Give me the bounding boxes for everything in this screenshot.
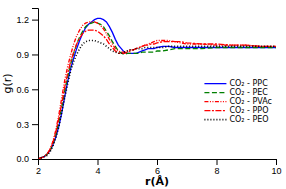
legend-label: CO₂ - PPO (229, 106, 268, 115)
y-tick-mark (32, 124, 38, 125)
legend-item: CO₂ - PVAc (204, 97, 272, 106)
legend-label: CO₂ - PVAc (229, 97, 272, 106)
y-tick-mark (32, 20, 38, 21)
y-tick-label: 0.0 (16, 154, 29, 164)
y-tick: 0.3 (16, 120, 38, 130)
y-axis: 0.0 0.3 0.6 0.9 1.2 (16, 9, 38, 165)
series-line (38, 22, 276, 159)
legend-item: CO₂ - PEO (204, 115, 268, 124)
lines (38, 18, 276, 159)
x-tick: 4 (95, 159, 100, 176)
x-axis-line (39, 160, 277, 166)
y-tick: 1.2 (16, 15, 38, 25)
x-tick-label: 4 (95, 166, 100, 176)
series-line (38, 22, 276, 159)
legend-swatch (204, 83, 226, 84)
legend-swatch (204, 110, 226, 111)
legend-label: CO₂ - PEC (229, 88, 268, 97)
series-line (38, 41, 276, 159)
x-tick: 2 (36, 159, 41, 176)
x-axis: 2 4 6 8 10 (36, 159, 282, 176)
x-tick: 8 (214, 159, 219, 176)
series-line (38, 30, 276, 159)
y-tick-mark (32, 54, 38, 55)
x-tick-mark (157, 159, 158, 165)
x-tick: 6 (155, 159, 160, 176)
x-tick-mark (98, 159, 99, 165)
x-axis-title: r(Å) (145, 175, 169, 188)
x-tick-label: 10 (271, 166, 281, 176)
y-tick-mark (32, 159, 38, 160)
x-tick-label: 2 (36, 166, 41, 176)
y-axis-line (32, 9, 39, 160)
x-tick-mark (217, 159, 218, 165)
x-tick-label: 8 (214, 166, 219, 176)
y-tick-label: 0.3 (16, 120, 29, 130)
legend: CO₂ - PPCCO₂ - PECCO₂ - PVAcCO₂ - PPOCO₂… (204, 79, 272, 124)
legend-label: CO₂ - PEO (229, 115, 268, 124)
chart: 2468100.00.30.60.91.2CO₂ - PPCCO₂ - PECC… (0, 0, 286, 189)
y-tick: 0.6 (16, 85, 38, 95)
legend-item: CO₂ - PPO (204, 106, 268, 115)
legend-swatch (204, 101, 226, 102)
legend-item: CO₂ - PEC (204, 88, 268, 97)
y-tick: 0.0 (16, 154, 38, 164)
y-tick-label: 0.6 (16, 85, 29, 95)
legend-swatch (204, 119, 226, 121)
y-tick: 0.9 (16, 50, 38, 60)
x-tick-mark (276, 159, 277, 165)
plot: 2468100.00.30.60.91.2CO₂ - PPCCO₂ - PECC… (16, 9, 281, 177)
y-axis-title: g(r) (1, 73, 14, 93)
series-line (38, 18, 276, 159)
y-tick-mark (32, 89, 38, 90)
legend-label: CO₂ - PPC (229, 79, 268, 88)
legend-item: CO₂ - PPC (204, 79, 268, 88)
legend-swatch (204, 92, 226, 93)
x-tick: 10 (271, 159, 281, 176)
y-tick-label: 1.2 (16, 15, 29, 25)
y-tick-label: 0.9 (16, 50, 29, 60)
